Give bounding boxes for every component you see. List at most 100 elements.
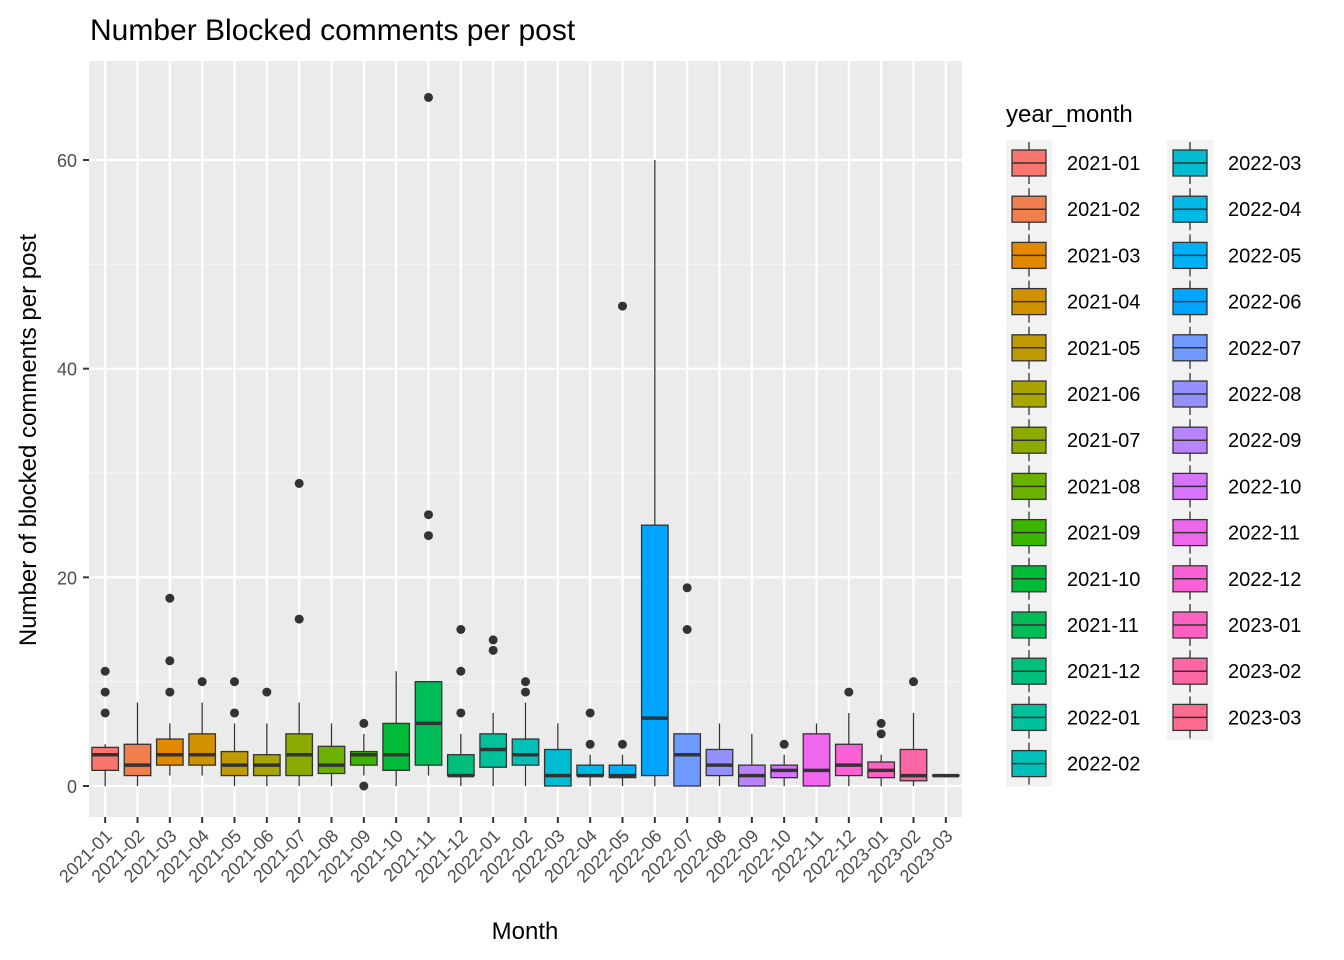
legend-title: year_month bbox=[1006, 101, 1133, 128]
box-body bbox=[446, 754, 475, 777]
legend-label: 2021-09 bbox=[1067, 523, 1140, 545]
legend-item-2023-02: 2023-02 bbox=[1167, 648, 1301, 695]
legend-label: 2022-02 bbox=[1067, 754, 1140, 776]
legend-label: 2022-12 bbox=[1228, 569, 1301, 591]
y-axis: 0 20 40 60 bbox=[57, 151, 89, 797]
outlier-point bbox=[359, 718, 369, 728]
box-body bbox=[640, 524, 669, 777]
y-tick-label: 40 bbox=[57, 360, 77, 380]
outlier-point bbox=[909, 677, 918, 687]
outlier-point bbox=[165, 687, 175, 697]
outlier-point bbox=[779, 739, 789, 749]
legend-label: 2022-04 bbox=[1228, 199, 1301, 221]
legend-label: 2021-02 bbox=[1067, 199, 1140, 221]
box-body bbox=[317, 745, 346, 775]
box-2021-09 bbox=[349, 718, 378, 791]
outlier-point bbox=[230, 708, 239, 718]
legend-label: 2022-06 bbox=[1228, 292, 1301, 314]
grid-lines bbox=[89, 61, 962, 817]
box-2022-07 bbox=[673, 583, 702, 787]
legend-label: 2021-11 bbox=[1067, 615, 1139, 637]
legend-item-2021-08: 2021-08 bbox=[1006, 463, 1140, 510]
outlier-point bbox=[682, 625, 692, 634]
box-body bbox=[802, 733, 831, 787]
box-body bbox=[834, 743, 863, 777]
legend-label: 2022-03 bbox=[1228, 153, 1301, 175]
legend-item-2021-09: 2021-09 bbox=[1006, 509, 1140, 556]
outlier-point bbox=[100, 687, 110, 697]
outlier-point bbox=[424, 531, 433, 541]
box-2022-12 bbox=[834, 687, 863, 786]
legend-label: 2021-03 bbox=[1067, 245, 1140, 267]
outlier-point bbox=[165, 593, 175, 603]
outlier-point bbox=[521, 677, 530, 687]
box-2022-06 bbox=[640, 160, 669, 786]
legend-item-2021-12: 2021-12 bbox=[1006, 648, 1140, 695]
box-body bbox=[382, 722, 411, 772]
outlier-point bbox=[165, 656, 175, 666]
outlier-point bbox=[618, 739, 627, 749]
x-axis: 2021-012021-022021-032021-042021-052021-… bbox=[55, 817, 957, 887]
outlier-point bbox=[456, 666, 466, 676]
legend-item-2022-10: 2022-10 bbox=[1167, 463, 1301, 510]
legend-label: 2023-01 bbox=[1228, 615, 1301, 637]
box-2021-12 bbox=[446, 625, 475, 786]
box-2021-07 bbox=[285, 478, 314, 786]
box-body bbox=[705, 748, 734, 777]
box-2023-01 bbox=[867, 718, 896, 786]
box-2021-11 bbox=[414, 92, 443, 776]
legend-item-2022-01: 2022-01 bbox=[1006, 694, 1140, 741]
legend-label: 2023-03 bbox=[1228, 707, 1301, 729]
outlier-point bbox=[488, 645, 498, 655]
outlier-point bbox=[230, 677, 239, 687]
legend-label: 2021-06 bbox=[1067, 384, 1140, 406]
box-body bbox=[155, 738, 184, 766]
box-2021-05 bbox=[220, 677, 249, 786]
y-axis-title: Number of blocked comments per post bbox=[15, 234, 42, 647]
box-2022-08 bbox=[705, 723, 734, 786]
box-2021-02 bbox=[123, 702, 152, 786]
legend-item-2021-02: 2021-02 bbox=[1006, 186, 1140, 233]
legend-label: 2021-08 bbox=[1067, 476, 1140, 498]
box-2023-02 bbox=[899, 677, 928, 786]
legend-item-2021-11: 2021-11 bbox=[1006, 602, 1139, 648]
outlier-point bbox=[424, 510, 433, 520]
box-2022-09 bbox=[737, 733, 766, 787]
y-tick-label: 20 bbox=[57, 568, 77, 588]
legend-item-2022-11: 2022-11 bbox=[1167, 509, 1300, 556]
box-body bbox=[543, 748, 572, 787]
outlier-point bbox=[100, 708, 110, 718]
legend-item-2022-02: 2022-02 bbox=[1006, 740, 1140, 787]
legend-label: 2022-07 bbox=[1228, 338, 1301, 360]
box-2021-04 bbox=[188, 677, 217, 776]
chart-title: Number Blocked comments per post bbox=[90, 14, 576, 47]
legend-label: 2023-02 bbox=[1228, 661, 1301, 683]
outlier-point bbox=[262, 687, 272, 697]
outlier-point bbox=[876, 718, 886, 728]
outlier-point bbox=[488, 635, 498, 645]
box-2021-08 bbox=[317, 723, 346, 786]
legend-item-2022-07: 2022-07 bbox=[1167, 324, 1301, 371]
outlier-point bbox=[424, 92, 433, 102]
box-2021-06 bbox=[252, 687, 281, 786]
outlier-point bbox=[876, 729, 886, 739]
outlier-point bbox=[100, 666, 110, 676]
outlier-point bbox=[359, 781, 369, 791]
legend-label: 2022-10 bbox=[1228, 476, 1301, 498]
legend-item-2022-12: 2022-12 bbox=[1167, 555, 1301, 602]
box-2022-10 bbox=[770, 739, 799, 786]
outlier-point bbox=[294, 614, 304, 624]
legend-item-2022-09: 2022-09 bbox=[1167, 417, 1301, 464]
legend-item-2021-03: 2021-03 bbox=[1006, 232, 1140, 279]
outlier-point bbox=[197, 677, 207, 687]
legend-label: 2021-12 bbox=[1067, 661, 1140, 683]
outlier-point bbox=[682, 583, 692, 593]
box-2022-03 bbox=[543, 723, 572, 787]
outlier-point bbox=[618, 301, 627, 311]
box-2022-02 bbox=[511, 677, 540, 786]
box-body bbox=[673, 733, 702, 787]
legend-label: 2021-01 bbox=[1067, 153, 1140, 175]
box-layer bbox=[91, 92, 960, 791]
legend-item-2021-06: 2021-06 bbox=[1006, 371, 1140, 417]
